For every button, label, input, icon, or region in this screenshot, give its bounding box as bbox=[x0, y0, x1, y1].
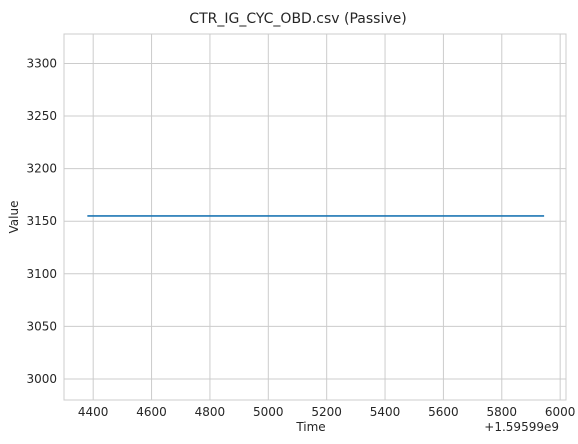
plot-frame bbox=[64, 34, 566, 400]
x-offset-label: +1.59599e9 bbox=[484, 420, 559, 434]
x-tick-label: 5000 bbox=[253, 405, 284, 419]
x-tick-label: 4800 bbox=[195, 405, 226, 419]
y-tick-label: 3050 bbox=[26, 319, 57, 333]
y-axis-label: Value bbox=[7, 201, 21, 234]
y-tick-label: 3100 bbox=[26, 267, 57, 281]
x-tick-label: 5400 bbox=[370, 405, 401, 419]
x-tick-label: 4400 bbox=[78, 405, 109, 419]
y-tick-label: 3000 bbox=[26, 372, 57, 386]
y-tick-label: 3300 bbox=[26, 56, 57, 70]
y-tick-label: 3200 bbox=[26, 162, 57, 176]
x-tick-label: 5800 bbox=[487, 405, 518, 419]
x-tick-label: 5200 bbox=[311, 405, 342, 419]
y-tick-label: 3150 bbox=[26, 214, 57, 228]
x-tick-label: 5600 bbox=[428, 405, 459, 419]
y-tick-label: 3250 bbox=[26, 109, 57, 123]
x-tick-labels: 4400 4600 4800 5000 5200 5400 5600 5800 6000 bbox=[78, 405, 576, 419]
x-axis-label: Time bbox=[295, 420, 325, 434]
y-tick-labels: 3000 3050 3100 3150 3200 3250 3300 bbox=[26, 56, 57, 386]
grid bbox=[64, 34, 566, 400]
chart-title: CTR_IG_CYC_OBD.csv (Passive) bbox=[189, 11, 406, 27]
x-tick-label: 6000 bbox=[545, 405, 576, 419]
x-tick-label: 4600 bbox=[136, 405, 167, 419]
